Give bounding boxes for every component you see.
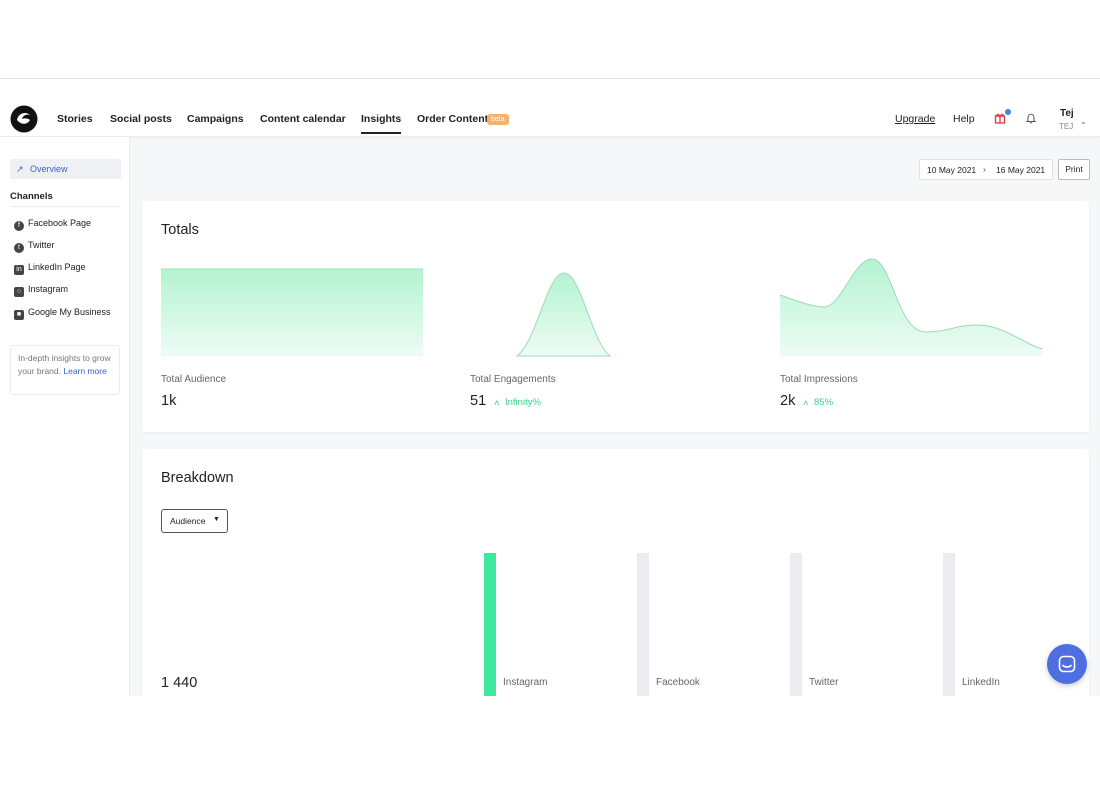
metric-value-engagements: 51 (470, 393, 487, 409)
app-window: Stories Social posts Campaigns Content c… (0, 78, 1100, 696)
sidebar: ↗ Overview Channels f Facebook Page t Twit… (0, 137, 130, 696)
sidebar-item-google-my-business[interactable]: ■ Google My Business (14, 307, 111, 320)
promo-text: In-depth insights to grow your brand. (18, 353, 111, 376)
sidebar-item-facebook[interactable]: f Facebook Page (14, 218, 91, 231)
metric-label-audience: Total Audience (161, 374, 227, 385)
user-workspace: TEJ (1059, 122, 1074, 131)
breakdown-card: Breakdown Audience ▼ 1 440 Instagram Fac… (142, 449, 1089, 696)
sidebar-item-label: Twitter (28, 240, 55, 250)
metric-dropdown[interactable]: Audience ▼ (161, 509, 228, 533)
user-name[interactable]: Tej (1060, 108, 1074, 119)
bar-instagram (484, 553, 496, 696)
twitter-icon: t (14, 243, 24, 253)
nav-social-posts[interactable]: Social posts (110, 113, 172, 125)
bar-label-linkedin: LinkedIn (962, 677, 1000, 688)
date-range-picker[interactable]: 10 May 2021 › 16 May 2021 (919, 159, 1053, 180)
bell-icon[interactable] (1025, 112, 1037, 124)
breakdown-total: 1 440 (161, 675, 198, 691)
metric-value-impressions: 2k (780, 393, 796, 409)
sidebar-item-linkedin[interactable]: in LinkedIn Page (14, 262, 86, 275)
bar-track-linkedin (943, 553, 955, 696)
notification-dot (1005, 109, 1011, 115)
beta-badge: beta (487, 114, 509, 125)
bar-label-instagram: Instagram (503, 677, 548, 688)
trend-up-icon: ˄ (494, 398, 500, 409)
bar-track-facebook (637, 553, 649, 696)
totals-sparklines (161, 258, 1043, 357)
learn-more-link[interactable]: Learn more (63, 365, 107, 376)
google-my-business-icon: ■ (14, 310, 24, 320)
channels-heading: Channels (10, 191, 53, 202)
nav-order-content[interactable]: Order Content (417, 113, 489, 125)
date-to[interactable]: 16 May 2021 (996, 165, 1046, 175)
bar-label-facebook: Facebook (656, 677, 700, 688)
caret-down-icon: ▼ (213, 516, 220, 523)
sidebar-item-label: Overview (30, 164, 68, 174)
facebook-icon: f (14, 221, 24, 231)
bar-track-instagram (484, 553, 496, 696)
audience-sparkline (161, 269, 423, 356)
upgrade-link[interactable]: Upgrade (895, 113, 936, 125)
nav-stories[interactable]: Stories (57, 113, 93, 125)
sidebar-item-label: Instagram (28, 284, 69, 294)
trend-up-icon: ˄ (803, 398, 809, 409)
nav-campaigns[interactable]: Campaigns (187, 113, 244, 125)
chevron-right-icon: › (983, 164, 986, 174)
bar-track-twitter (790, 553, 802, 696)
totals-title: Totals (161, 222, 199, 238)
bar-label-twitter: Twitter (809, 677, 839, 688)
chat-icon (1058, 655, 1076, 673)
metric-label-impressions: Total Impressions (780, 374, 858, 385)
sidebar-item-overview[interactable]: ↗ Overview (10, 159, 121, 179)
chat-button[interactable] (1047, 644, 1087, 684)
sidebar-item-label: LinkedIn Page (28, 262, 86, 272)
metric-delta-engagements: Infinity% (505, 397, 541, 408)
date-from[interactable]: 10 May 2021 (927, 165, 977, 175)
nav-insights[interactable]: Insights (361, 113, 402, 134)
impressions-sparkline (780, 259, 1042, 356)
sidebar-item-label: Google My Business (28, 307, 111, 317)
metric-label-engagements: Total Engagements (470, 374, 556, 385)
sidebar-item-label: Facebook Page (28, 218, 92, 228)
gift-icon[interactable] (994, 112, 1006, 124)
insights-promo: In-depth insights to grow your brand. Le… (10, 345, 120, 395)
chevron-down-icon[interactable]: ⌄ (1080, 117, 1087, 126)
instagram-icon: ○ (14, 287, 24, 297)
breakdown-title: Breakdown (161, 470, 234, 486)
divider (10, 206, 120, 207)
trend-icon: ↗ (16, 164, 24, 174)
totals-card: Totals Total Audience 1k Total Engagemen… (142, 201, 1089, 432)
print-button[interactable]: Print (1058, 159, 1090, 180)
nav-content-calendar[interactable]: Content calendar (260, 113, 346, 125)
linkedin-icon: in (14, 265, 24, 275)
metric-delta-impressions: 85% (814, 397, 834, 408)
engagements-sparkline (515, 272, 612, 357)
top-navigation: Stories Social posts Campaigns Content c… (0, 79, 1100, 137)
sidebar-item-instagram[interactable]: ○ Instagram (14, 284, 68, 297)
metric-value-audience: 1k (161, 393, 177, 409)
brand-logo[interactable] (10, 105, 38, 133)
help-link[interactable]: Help (953, 113, 975, 125)
dropdown-value: Audience (170, 516, 206, 526)
sidebar-item-twitter[interactable]: t Twitter (14, 240, 55, 253)
